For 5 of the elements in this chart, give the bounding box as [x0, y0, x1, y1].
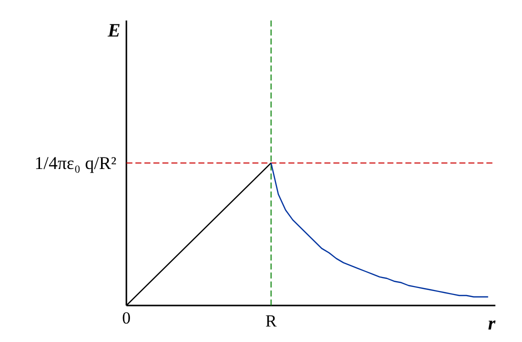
x-axis-title: r — [488, 313, 496, 334]
x-tick-label: 0 — [122, 308, 131, 328]
ref-line-label: 1/4πε₀ q/R² — [34, 152, 116, 173]
x-tick-label: R — [265, 311, 278, 330]
text: E — [106, 20, 120, 42]
